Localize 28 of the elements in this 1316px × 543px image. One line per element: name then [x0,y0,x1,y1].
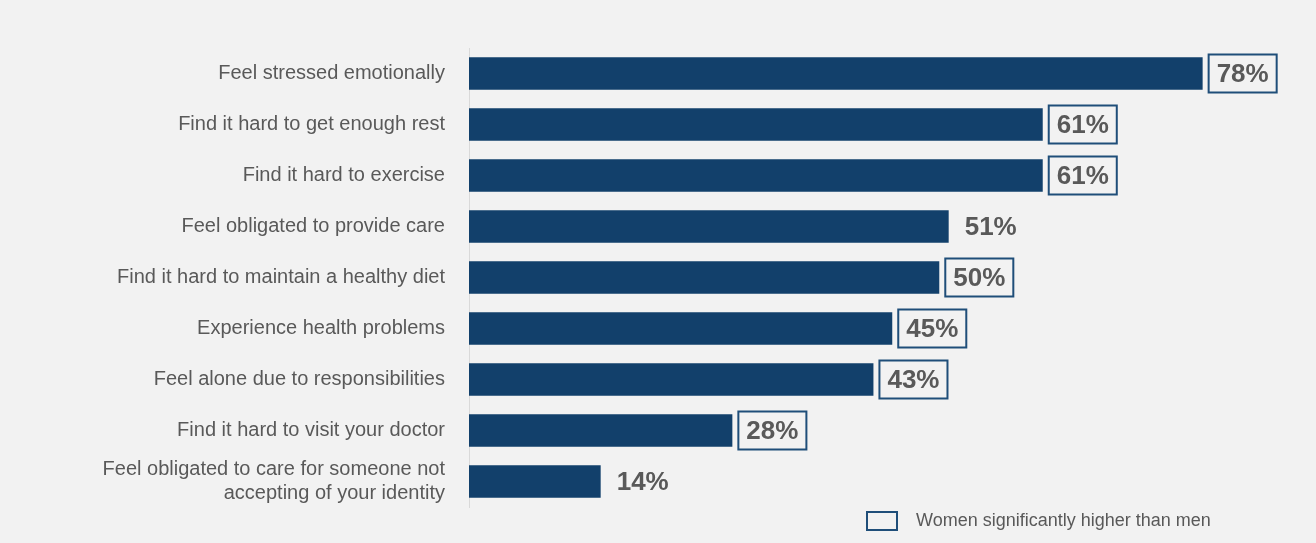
annotation: 61% [1056,108,1109,139]
bar [469,108,1043,141]
y-tick-label: Feel obligated to care for someone not accepting of your identity [102,457,446,504]
annotation: 28% [746,414,799,445]
annotation: 61% [1056,159,1109,190]
bar [469,363,874,396]
text: Women significantly higher than men [916,510,1211,531]
y-tick-label: Find it hard to visit your doctor [177,418,446,441]
y-tick-label: Feel alone due to responsibilities [153,367,445,390]
annotation: 50% [953,261,1006,292]
y-tick-label: Find it hard to get enough rest [178,112,446,135]
bar [469,57,1203,90]
y-tick-label: Feel stressed emotionally [218,61,445,84]
bar [469,159,1043,192]
annotation: 78% [1216,57,1269,88]
y-tick-label: Find it hard to maintain a healthy diet [117,265,446,288]
bar [469,312,893,345]
bar [469,210,949,243]
bar [469,261,940,294]
bar [469,414,733,447]
annotation: 43% [887,363,940,394]
y-tick-label: Experience health problems [197,316,445,339]
data-label: 14% [616,465,669,496]
bar [469,465,601,498]
y-tick-label: Feel obligated to provide care [181,214,445,237]
y-tick-label: Find it hard to exercise [242,163,445,186]
annotation: 45% [906,312,959,343]
data-label: 51% [964,210,1017,241]
